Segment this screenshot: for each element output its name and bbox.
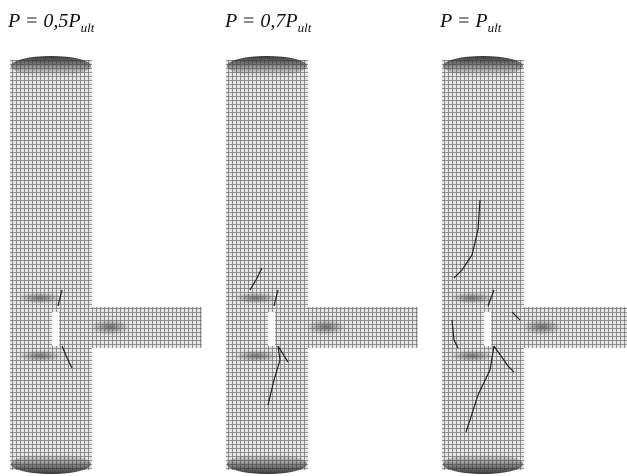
label-text: P = 0,7P [224, 10, 298, 32]
label-text: P = 0,5P [7, 10, 81, 32]
label-subscript: ult [298, 20, 312, 35]
panel: P = 0,5Pult [7, 10, 202, 474]
panel: P = Pult [439, 10, 627, 474]
panel-label: P = 0,7Pult [224, 10, 312, 35]
mesh [10, 56, 202, 474]
panel-label: P = 0,5Pult [7, 10, 95, 35]
figure: P = 0,5Pult P = 0,7Pult P = Pult [0, 0, 627, 476]
mesh [226, 56, 418, 474]
label-subscript: ult [81, 20, 95, 35]
panel: P = 0,7Pult [224, 10, 418, 474]
panel-label: P = Pult [439, 10, 502, 35]
label-subscript: ult [488, 20, 502, 35]
mesh [442, 56, 627, 474]
label-text: P = P [439, 10, 488, 32]
